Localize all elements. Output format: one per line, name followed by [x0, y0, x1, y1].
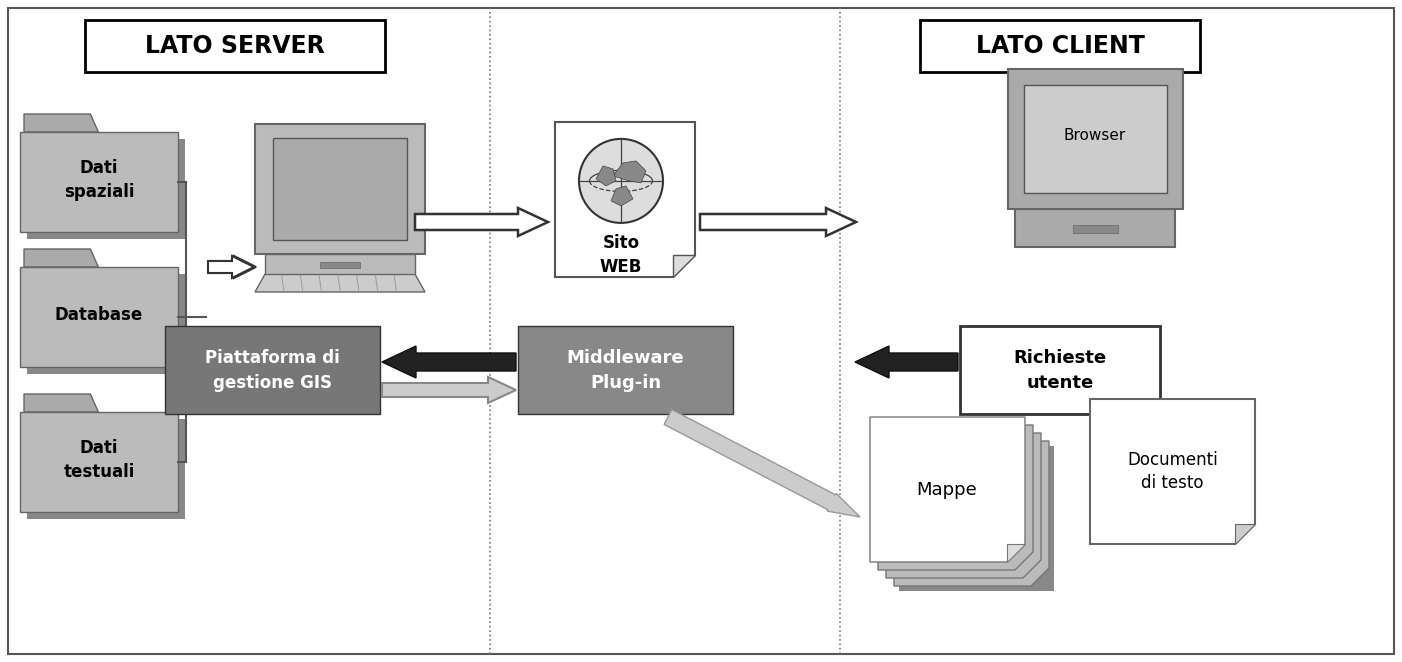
Polygon shape [27, 139, 185, 239]
Polygon shape [700, 208, 857, 236]
Bar [165, 326, 380, 414]
Polygon shape [207, 256, 254, 278]
Text: Mappe: Mappe [917, 481, 977, 499]
Bar [1073, 225, 1117, 233]
Polygon shape [871, 417, 1025, 562]
Polygon shape [878, 425, 1033, 570]
Text: Dati
spaziali: Dati spaziali [63, 159, 135, 201]
Polygon shape [24, 114, 98, 132]
Text: LATO CLIENT: LATO CLIENT [976, 34, 1144, 58]
Bar [86, 20, 386, 72]
Bar [265, 254, 415, 274]
Circle shape [579, 139, 663, 223]
Bar [960, 326, 1159, 414]
Polygon shape [1089, 399, 1255, 544]
Bar [20, 132, 178, 232]
Bar [1015, 209, 1175, 247]
Polygon shape [613, 161, 646, 183]
Polygon shape [899, 446, 1054, 591]
Bar [517, 326, 733, 414]
Text: Middleware
Plug-in: Middleware Plug-in [566, 348, 684, 391]
Text: Sito
WEB: Sito WEB [600, 234, 642, 276]
Text: LATO SERVER: LATO SERVER [146, 34, 325, 58]
Polygon shape [894, 441, 1049, 586]
Polygon shape [555, 122, 695, 277]
Bar [255, 124, 425, 254]
Bar [1008, 69, 1182, 209]
Polygon shape [665, 410, 859, 517]
Bar [920, 20, 1200, 72]
Polygon shape [611, 186, 632, 206]
Polygon shape [1007, 544, 1025, 562]
Polygon shape [27, 274, 185, 374]
Polygon shape [886, 433, 1042, 578]
Text: Richieste
utente: Richieste utente [1014, 348, 1106, 391]
Polygon shape [24, 394, 98, 412]
Polygon shape [596, 166, 615, 186]
Bar [20, 267, 178, 367]
Polygon shape [24, 249, 98, 267]
Polygon shape [210, 256, 257, 278]
Polygon shape [255, 274, 425, 292]
Polygon shape [27, 419, 185, 519]
Text: Database: Database [55, 306, 143, 324]
Polygon shape [381, 377, 516, 403]
Bar [1023, 85, 1166, 193]
Text: Browser: Browser [1064, 128, 1126, 142]
Text: Documenti
di testo: Documenti di testo [1127, 451, 1218, 493]
Bar [20, 412, 178, 512]
Polygon shape [855, 346, 958, 378]
Bar [320, 262, 360, 268]
Polygon shape [1235, 524, 1255, 544]
Text: Dati
testuali: Dati testuali [63, 439, 135, 481]
Bar [273, 138, 407, 240]
Polygon shape [415, 208, 548, 236]
Polygon shape [381, 346, 516, 378]
Text: Piattaforma di
gestione GIS: Piattaforma di gestione GIS [205, 348, 339, 391]
Polygon shape [673, 255, 695, 277]
